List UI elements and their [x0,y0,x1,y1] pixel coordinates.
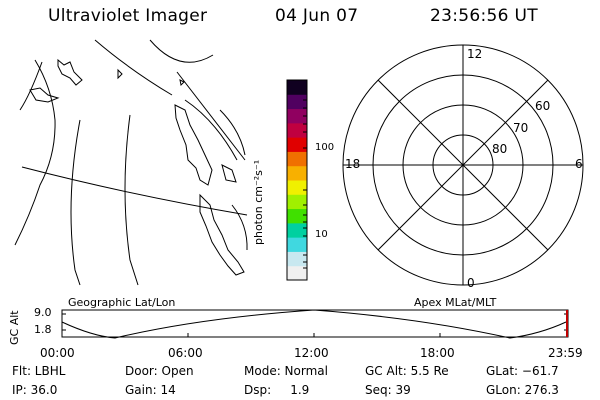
coastline-7 [221,164,237,183]
status-seq: Seq: 39 [365,383,411,397]
map-lon-line-1 [21,166,248,216]
coastline-4 [179,79,185,87]
gc-alt-time-2359: 23:59 [548,346,583,360]
colorbar-segment [287,151,307,167]
colorbar-segment [287,94,307,110]
gc-alt-time-0600: 06:00 [168,346,203,360]
map-lat-arc-6 [219,109,246,156]
colorbar-segment [287,237,307,252]
gc-alt-plot [61,309,569,339]
colorbar-segment [287,80,307,95]
status-gc-alt: GC Alt: 5.5 Re [365,364,449,378]
polar-mlt-12: 12 [467,47,483,61]
colorbar-segment [287,108,307,124]
colorbar-segment [287,122,307,138]
status-glon: GLon: 276.3 [486,383,559,397]
colorbar-segment [287,222,307,238]
status-dsp: Dsp: 1.9 [244,383,310,397]
polar-plot [342,44,584,286]
colorbar-unit-label: photon cm⁻²s⁻¹ [252,159,265,245]
status-door: Door: Open [125,364,194,378]
map-lat-arc-3 [70,119,81,286]
coastline-3 [117,68,123,80]
gc-alt-ymax-label: 9.0 [34,306,52,319]
colorbar-segment [287,265,307,281]
geographic-panel-label: Geographic Lat/Lon [68,296,176,309]
map-lon-line-3 [176,71,246,161]
gc-alt-ymin-label: 1.8 [34,323,52,336]
colorbar-segment [287,137,307,152]
time-label: 23:56:56 UT [430,6,538,26]
colorbar-frame [286,79,308,281]
gc-alt-axis-label: GC Alt [8,310,21,345]
map-lat-arc-7 [231,204,248,251]
colorbar [286,79,308,281]
map-lat-arc-2 [14,59,56,246]
map-lat-arc-5 [184,99,238,161]
colorbar-tick-10: 10 [315,229,328,240]
colorbar-segment [287,208,307,224]
gc-alt-time-1800: 18:00 [420,346,455,360]
status-glat: GLat: −61.7 [486,364,559,378]
gc-alt-curve [61,309,567,339]
gc-alt-time-0000: 00:00 [40,346,75,360]
status-filter: Flt: LBHL [12,364,66,378]
coastline-5 [174,104,213,186]
polar-lat-60: 60 [535,99,551,113]
status-ip: IP: 36.0 [12,383,58,397]
polar-mlt-0: 0 [467,276,475,290]
coastline-6 [199,193,245,276]
gc-alt-time-1200: 12:00 [294,346,329,360]
colorbar-segment [287,251,307,267]
apex-panel-label: Apex MLat/MLT [414,296,497,309]
app-title: Ultraviolet Imager [48,6,208,26]
status-gain: Gain: 14 [125,383,176,397]
map-lon-line-2 [19,61,43,111]
status-mode: Mode: Normal [244,364,328,378]
colorbar-segment [287,180,307,195]
colorbar-tick-100: 100 [315,142,335,153]
polar-mlt-18: 18 [345,157,361,171]
geographic-map [14,39,248,286]
polar-lat-70: 70 [513,121,529,135]
polar-diagonal-2 [377,79,549,251]
map-lat-arc-4 [124,114,139,286]
date-label: 04 Jun 07 [275,6,359,26]
map-lon-line-4 [149,39,214,63]
coastline-2 [29,87,60,103]
map-lat-arc-1 [94,39,173,96]
colorbar-segment [287,194,307,210]
polar-lat-80: 80 [492,142,508,156]
polar-mlt-6: 6 [575,157,583,171]
coastline-1 [57,58,83,86]
colorbar-segment [287,165,307,181]
